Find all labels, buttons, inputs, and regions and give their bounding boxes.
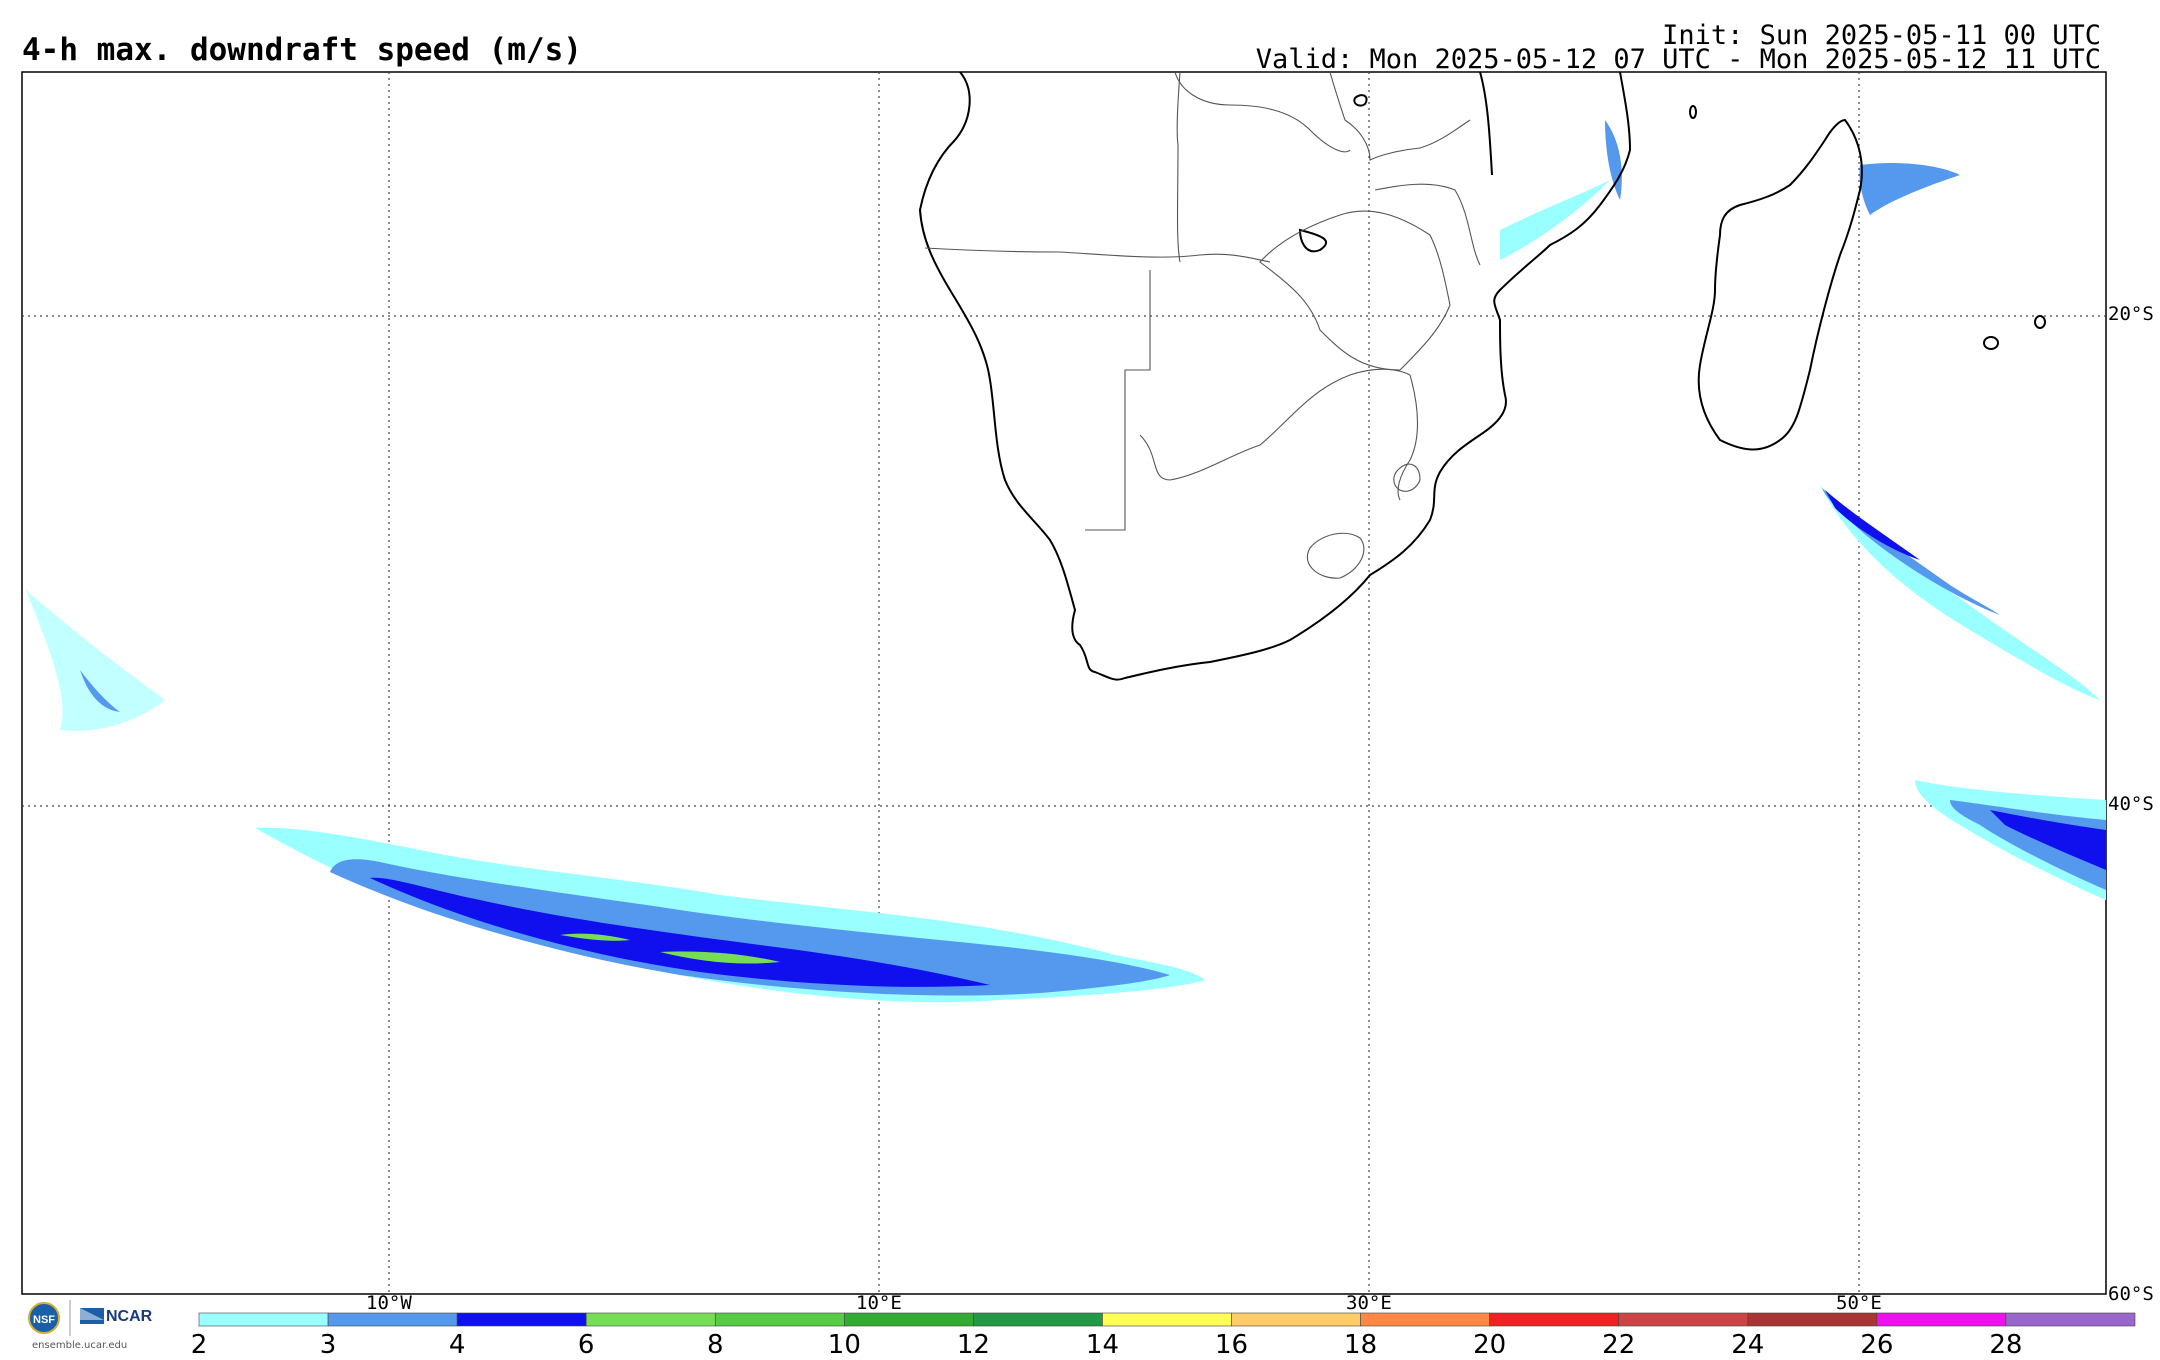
border-swaziland — [1393, 463, 1421, 492]
lat-label-60s: 60°S — [2108, 1283, 2154, 1305]
colorbar — [198, 1312, 2136, 1327]
lon-label-50e: 50°E — [1836, 1292, 1882, 1314]
colorbar-swatch — [714, 1312, 845, 1327]
coastlines — [918, 71, 2046, 681]
colorbar-tick-label: 24 — [1731, 1330, 1765, 1360]
colorbar-swatch — [973, 1312, 1103, 1327]
colorbar-tick-label: 6 — [577, 1330, 595, 1360]
colorbar-swatch — [1231, 1312, 1361, 1327]
colorbar-swatch — [198, 1312, 329, 1327]
colorbar-tick-label: 10 — [827, 1330, 861, 1360]
colorbar-swatch — [1102, 1312, 1232, 1327]
downdraft-se-medium — [1950, 800, 2106, 890]
colorbar-swatch — [456, 1312, 587, 1327]
downdraft-se-strong — [1990, 810, 2106, 870]
border-botswana-za — [1139, 368, 1411, 481]
nsf-logo-text: NSF — [33, 1314, 55, 1326]
border-zimbabwe — [1259, 210, 1451, 371]
colorbar-swatch — [585, 1312, 716, 1327]
ensemble-url: ensemble.ucar.edu — [32, 1340, 128, 1351]
border-lesotho — [1306, 532, 1365, 579]
colorbar-tick-label: 28 — [1989, 1330, 2023, 1360]
lat-label-40s: 40°S — [2108, 793, 2154, 815]
downdraft-east-light — [1820, 485, 2100, 700]
downdraft-band-green — [660, 951, 780, 964]
colorbar-tick-label: 20 — [1473, 1330, 1507, 1360]
mauritius — [1983, 336, 1999, 350]
border-mozambique-zambia — [1374, 183, 1481, 266]
border-angola-zambia — [1176, 71, 1181, 263]
lake-tanganyika — [1353, 94, 1368, 107]
colorbar-swatch — [1747, 1312, 1878, 1327]
colorbar-tick-label: 12 — [956, 1330, 990, 1360]
colorbar-tick-label: 8 — [706, 1330, 724, 1360]
colorbar-swatch — [327, 1312, 458, 1327]
reunion — [2034, 315, 2046, 329]
colorbar-tick-label: 22 — [1602, 1330, 1636, 1360]
map-frame — [21, 71, 2107, 1295]
colorbar-tick-label: 3 — [319, 1330, 337, 1360]
colorbar-tick-label: 26 — [1860, 1330, 1894, 1360]
colorbar-swatch — [844, 1312, 974, 1327]
lake-malawi — [1479, 71, 1493, 176]
border-dr-congo — [1174, 71, 1351, 153]
lon-label-10e: 10°E — [856, 1292, 902, 1314]
colorbar-tick-label: 14 — [1085, 1330, 1119, 1360]
border-tanzania — [1329, 71, 1471, 161]
downdraft-band-strong — [370, 877, 990, 987]
lat-label-20s: 20°S — [2108, 303, 2154, 325]
lon-label-30e: 30°E — [1346, 1292, 1392, 1314]
border-angola-namibia — [924, 247, 1271, 263]
init-time: Init: Sun 2025-05-11 00 UTC — [1662, 20, 2101, 51]
colorbar-tick-label: 2 — [190, 1330, 208, 1360]
comoros-island — [1689, 105, 1697, 119]
valid-time: Valid: Mon 2025-05-12 07 UTC - Mon 2025-… — [1255, 44, 2101, 75]
downdraft-field — [26, 120, 2106, 1003]
colorbar-swatch — [1360, 1312, 1490, 1327]
borders — [924, 71, 1481, 579]
madagascar — [1697, 118, 1863, 451]
colorbar-swatch — [2005, 1312, 2136, 1327]
lake-kariba — [1298, 228, 1328, 253]
colorbar-swatch — [1618, 1312, 1749, 1327]
ncar-text: NCAR — [106, 1308, 153, 1325]
border-namibia-botswana — [1085, 270, 1151, 531]
downdraft-ne-patch — [1859, 163, 1960, 215]
downdraft-band-green2 — [560, 933, 630, 941]
ncar-logo — [80, 1308, 104, 1324]
downdraft-moz-light — [1500, 180, 1610, 260]
colorbar-swatch — [1876, 1312, 2007, 1327]
downdraft-west-light — [26, 590, 165, 731]
map-title: 4-h max. downdraft speed (m/s) — [22, 32, 582, 68]
colorbar-tick-label: 4 — [448, 1330, 466, 1360]
colorbar-tick-label: 18 — [1344, 1330, 1378, 1360]
downdraft-band-medium — [330, 859, 1170, 996]
colorbar-tick-label: 16 — [1214, 1330, 1249, 1360]
africa-coast — [918, 71, 1632, 681]
nsf-logo: NSF — [28, 1302, 60, 1334]
colorbar-swatch — [1489, 1312, 1620, 1327]
lon-label-10w: 10°W — [366, 1292, 412, 1314]
